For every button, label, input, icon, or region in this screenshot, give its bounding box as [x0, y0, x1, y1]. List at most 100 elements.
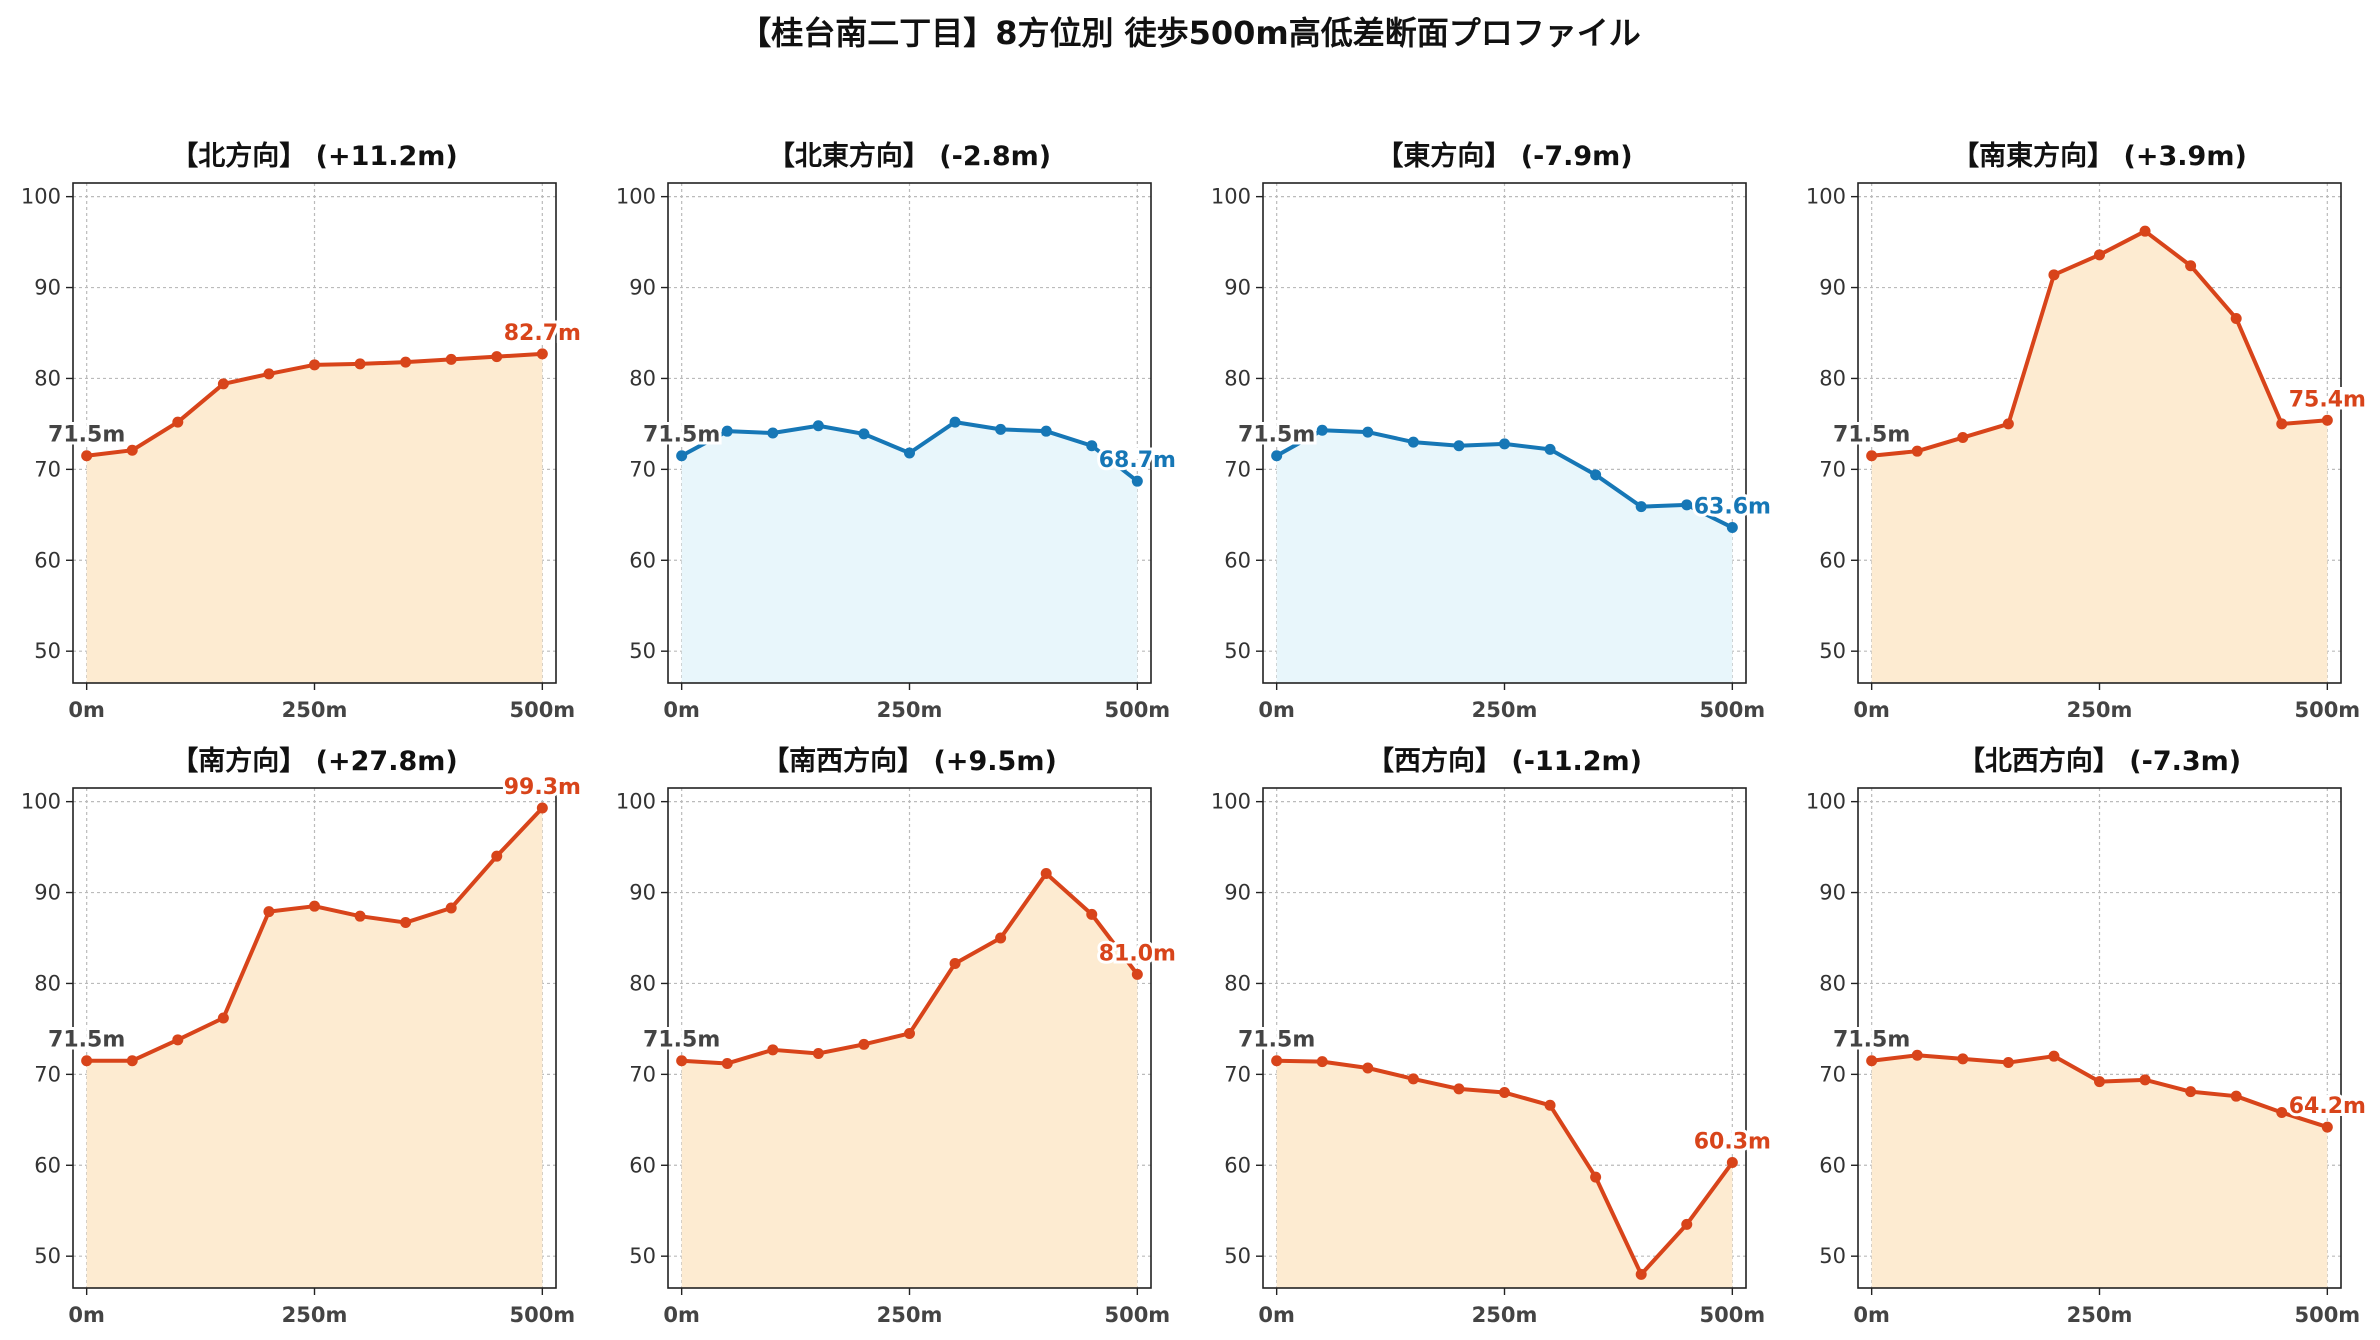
y-tick-label: 100 — [1211, 790, 1251, 814]
data-point — [2139, 1074, 2151, 1086]
y-tick-label: 90 — [1819, 276, 1846, 300]
x-tick-label: 500m — [2294, 698, 2360, 722]
data-point — [491, 850, 503, 862]
data-point — [721, 1057, 733, 1069]
data-point — [1726, 522, 1738, 534]
data-point — [2230, 1090, 2242, 1102]
y-tick-label: 70 — [1819, 1062, 1846, 1086]
data-point — [1911, 445, 1923, 457]
data-point — [1316, 1056, 1328, 1068]
y-tick-label: 70 — [1224, 1062, 1251, 1086]
y-tick-label: 80 — [34, 971, 61, 995]
x-tick-label: 500m — [509, 1303, 575, 1327]
data-point — [1635, 501, 1647, 513]
data-point — [445, 353, 457, 365]
y-tick-label: 60 — [629, 1153, 656, 1177]
data-point — [1086, 440, 1098, 452]
area-fill — [86, 353, 543, 683]
y-tick-label: 60 — [1224, 1153, 1251, 1177]
y-tick-label: 100 — [1806, 790, 1846, 814]
panel-2: 50 60 70 80 90 100 0m 250m 500m 【東方向】 (-7.9m) 71.5… — [1211, 140, 1774, 722]
data-point — [1407, 1073, 1419, 1085]
start-value-label: 71.5m — [643, 1028, 720, 1053]
x-tick-label: 0m — [1853, 698, 1890, 722]
data-point — [1131, 475, 1143, 487]
data-point — [172, 1034, 184, 1046]
data-point — [858, 428, 870, 440]
y-tick-label: 60 — [34, 548, 61, 572]
data-point — [995, 932, 1007, 944]
data-point — [949, 957, 961, 969]
y-tick-label: 80 — [1224, 366, 1251, 390]
data-point — [2321, 414, 2333, 426]
data-point — [1271, 450, 1283, 462]
data-point — [445, 902, 457, 914]
data-point — [126, 444, 138, 456]
y-tick-label: 70 — [34, 457, 61, 481]
y-tick-label: 80 — [34, 366, 61, 390]
data-point — [2094, 249, 2105, 261]
area-fill — [1276, 1060, 1733, 1288]
y-tick-label: 90 — [34, 276, 61, 300]
data-point — [2185, 1086, 2197, 1098]
panel-4: 50 60 70 80 90 100 0m 250m 500m 【南方向】 (+27.8m) 71.… — [21, 745, 584, 1327]
panel-title: 【東方向】 (-7.9m) — [1376, 140, 1632, 172]
data-point — [2230, 312, 2242, 324]
panel-3: 50 60 70 80 90 100 0m 250m 500m 【南東方向】 (+3.9m) 71.… — [1806, 140, 2369, 722]
y-tick-label: 70 — [1819, 457, 1846, 481]
y-tick-label: 50 — [1224, 639, 1251, 663]
start-value-label: 71.5m — [48, 423, 125, 448]
panel-title: 【南東方向】 (+3.9m) — [1952, 140, 2247, 172]
y-tick-label: 80 — [629, 971, 656, 995]
data-point — [263, 906, 275, 918]
data-point — [1499, 1087, 1510, 1099]
data-point — [1590, 469, 1602, 481]
y-tick-label: 50 — [1224, 1244, 1251, 1268]
x-tick-label: 250m — [282, 698, 348, 722]
data-point — [1040, 867, 1052, 879]
panel-0: 50 60 70 80 90 100 0m 250m 500m 【北方向】 (+11.2m) 71.… — [21, 140, 584, 722]
y-tick-label: 100 — [616, 185, 656, 209]
data-point — [217, 378, 229, 390]
data-point — [2002, 418, 2014, 430]
x-tick-label: 0m — [68, 698, 105, 722]
data-point — [354, 358, 366, 370]
area-fill — [1276, 430, 1733, 683]
y-tick-label: 90 — [629, 881, 656, 905]
panel-title: 【北西方向】 (-7.3m) — [1958, 745, 2241, 777]
data-point — [172, 416, 184, 428]
y-tick-label: 90 — [1224, 276, 1251, 300]
y-tick-label: 60 — [34, 1153, 61, 1177]
panel-6: 50 60 70 80 90 100 0m 250m 500m 【西方向】 (-11.2m) 71.… — [1211, 745, 1774, 1327]
y-tick-label: 50 — [34, 639, 61, 663]
x-tick-label: 500m — [1104, 1303, 1170, 1327]
x-tick-label: 250m — [877, 698, 943, 722]
data-point — [1681, 499, 1693, 511]
panel-title: 【北東方向】 (-2.8m) — [768, 140, 1051, 172]
end-value-label: 75.4m — [2289, 387, 2366, 412]
end-value-label: 68.7m — [1099, 448, 1176, 473]
x-tick-label: 250m — [1472, 698, 1538, 722]
end-value-label: 82.7m — [504, 321, 581, 346]
data-point — [767, 427, 779, 439]
data-point — [1271, 1055, 1283, 1067]
panel-7: 50 60 70 80 90 100 0m 250m 500m 【北西方向】 (-7.3m) 71.… — [1806, 745, 2369, 1327]
y-tick-label: 50 — [1819, 1244, 1846, 1268]
y-tick-label: 80 — [1224, 971, 1251, 995]
data-point — [263, 368, 275, 380]
data-point — [536, 802, 548, 814]
data-point — [1957, 1053, 1969, 1065]
data-point — [354, 910, 366, 922]
x-tick-label: 250m — [1472, 1303, 1538, 1327]
y-tick-label: 80 — [629, 366, 656, 390]
data-point — [1499, 438, 1510, 450]
figure-title: 【桂台南二丁目】8方位別 徒歩500m高低差断面プロファイル — [739, 14, 1641, 52]
y-tick-label: 70 — [1224, 457, 1251, 481]
x-tick-label: 0m — [1258, 698, 1295, 722]
start-value-label: 71.5m — [1238, 423, 1315, 448]
data-point — [491, 351, 503, 363]
y-tick-label: 90 — [1819, 881, 1846, 905]
data-point — [2048, 269, 2060, 281]
data-point — [1866, 1055, 1878, 1067]
data-point — [536, 348, 548, 360]
